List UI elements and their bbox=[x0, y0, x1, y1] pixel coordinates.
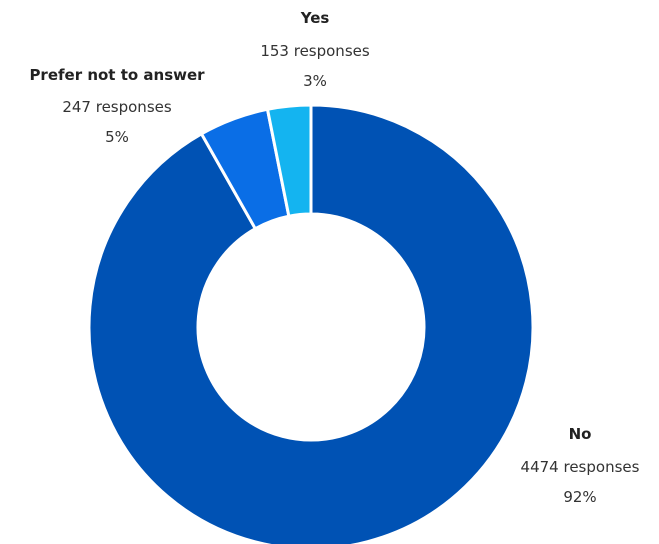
slice-label-no: No 4474 responses 92% bbox=[521, 425, 640, 506]
slice-label-yes-name: Yes bbox=[300, 9, 330, 27]
slice-label-prefer-not: Prefer not to answer 247 responses 5% bbox=[29, 66, 205, 146]
slice-label-prefer-not-percent: 5% bbox=[105, 128, 129, 146]
donut-slices bbox=[87, 103, 535, 544]
slice-label-no-count: 4474 responses bbox=[521, 458, 640, 476]
donut-slice-yes bbox=[265, 103, 313, 218]
slice-label-no-percent: 92% bbox=[563, 488, 596, 506]
slice-label-no-name: No bbox=[569, 425, 592, 443]
slice-label-prefer-not-count: 247 responses bbox=[62, 98, 172, 116]
slice-label-yes: Yes 153 responses 3% bbox=[260, 9, 370, 90]
donut-slice-no bbox=[87, 103, 535, 544]
slice-label-yes-percent: 3% bbox=[303, 72, 327, 90]
slice-label-prefer-not-name: Prefer not to answer bbox=[29, 66, 205, 84]
slice-label-yes-count: 153 responses bbox=[260, 42, 370, 60]
